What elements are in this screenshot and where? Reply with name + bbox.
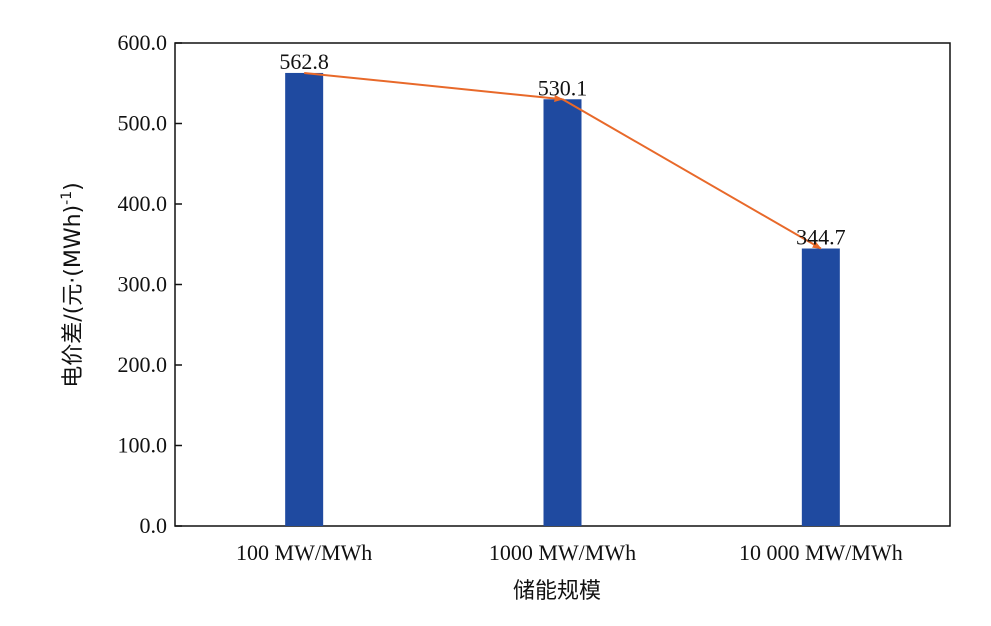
y-axis-title: 电价差/(元·(MWh)-1) <box>59 182 86 387</box>
x-axis-ticks: 100 MW/MWh 1000 MW/MWh 10 000 MW/MWh <box>236 519 903 565</box>
x-tick-label: 10 000 MW/MWh <box>739 540 903 565</box>
x-tick-label: 100 MW/MWh <box>236 540 372 565</box>
bar <box>285 72 324 527</box>
trend-arrow <box>561 98 822 250</box>
data-labels: 562.8 530.1 344.7 <box>279 49 845 250</box>
y-axis-title-superscript: -1 <box>59 191 75 205</box>
x-tick-label: 1000 MW/MWh <box>489 540 636 565</box>
y-tick-label: 0.0 <box>140 513 168 538</box>
y-tick-label: 400.0 <box>118 191 168 216</box>
bar <box>801 248 840 527</box>
trend-arrows <box>304 71 822 250</box>
y-tick-label: 100.0 <box>118 433 168 458</box>
y-tick-label: 300.0 <box>118 272 168 297</box>
bars <box>285 72 840 527</box>
y-tick-label: 500.0 <box>118 111 168 136</box>
data-label: 562.8 <box>279 49 329 74</box>
y-tick-label: 200.0 <box>118 352 168 377</box>
trend-arrow <box>304 71 564 103</box>
y-axis-title-main: 电价差/(元·(MWh) <box>61 205 86 388</box>
y-axis-ticks: 0.0 100.0 200.0 300.0 400.0 500.0 600.0 <box>118 30 182 538</box>
data-label: 344.7 <box>796 225 846 250</box>
y-axis-title-close: ) <box>61 182 86 191</box>
x-axis-title: 储能规模 <box>513 579 601 604</box>
y-tick-label: 600.0 <box>118 30 168 55</box>
bar <box>543 99 582 526</box>
data-label: 530.1 <box>538 75 588 100</box>
